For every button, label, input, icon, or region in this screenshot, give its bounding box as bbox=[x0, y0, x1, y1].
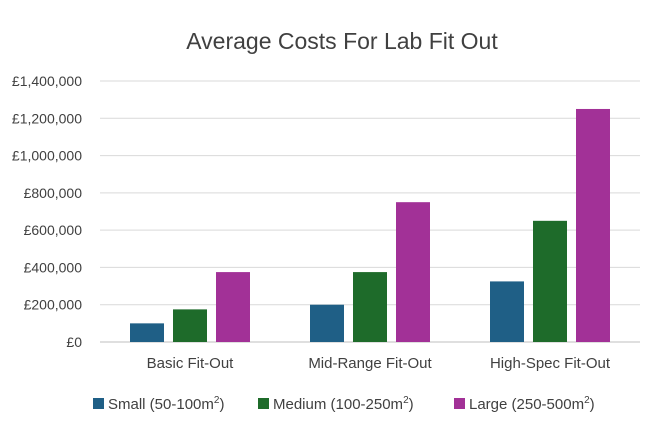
gridlines bbox=[100, 80, 640, 343]
y-tick-label: £1,400,000 bbox=[12, 73, 82, 89]
chart-title: Average Costs For Lab Fit Out bbox=[186, 28, 498, 54]
bar-small-1 bbox=[130, 323, 164, 342]
legend-swatch bbox=[258, 398, 269, 409]
bar-medium-2 bbox=[353, 272, 387, 342]
y-tick-label: £600,000 bbox=[24, 222, 83, 238]
x-category-label: Mid-Range Fit-Out bbox=[308, 355, 432, 372]
legend-swatch bbox=[93, 398, 104, 409]
y-tick-label: £800,000 bbox=[24, 185, 83, 201]
y-tick-label: £0 bbox=[66, 334, 82, 350]
legend-entry: Large (250-500m2) bbox=[469, 395, 595, 413]
y-tick-label: £1,000,000 bbox=[12, 148, 82, 164]
y-tick-label: £400,000 bbox=[24, 259, 83, 275]
bar-medium-1 bbox=[173, 309, 207, 342]
bar-large-3 bbox=[576, 108, 610, 342]
bar-small-3 bbox=[490, 281, 524, 342]
y-tick-label: £1,200,000 bbox=[12, 110, 82, 126]
x-category-label: High-Spec Fit-Out bbox=[490, 355, 611, 372]
x-category-label: Basic Fit-Out bbox=[147, 355, 235, 372]
y-tick-label: £200,000 bbox=[24, 297, 83, 313]
x-axis-categories: Basic Fit-Out Mid-Range Fit-Out High-Spec … bbox=[147, 355, 611, 372]
bar-large-2 bbox=[396, 202, 430, 342]
legend: Small (50-100m2) Medium (100-250m2) Large … bbox=[93, 395, 595, 413]
legend-swatch bbox=[454, 398, 465, 409]
bar-medium-3 bbox=[533, 220, 567, 342]
y-axis-ticks: £0 £200,000 £400,000 £600,000 £800,000 £1,000… bbox=[12, 73, 82, 350]
legend-entry: Medium (100-250m2) bbox=[273, 395, 414, 413]
bar-small-2 bbox=[310, 304, 344, 342]
bar-large-1 bbox=[216, 272, 250, 342]
bars bbox=[130, 108, 610, 342]
legend-entry: Small (50-100m2) bbox=[108, 395, 224, 413]
